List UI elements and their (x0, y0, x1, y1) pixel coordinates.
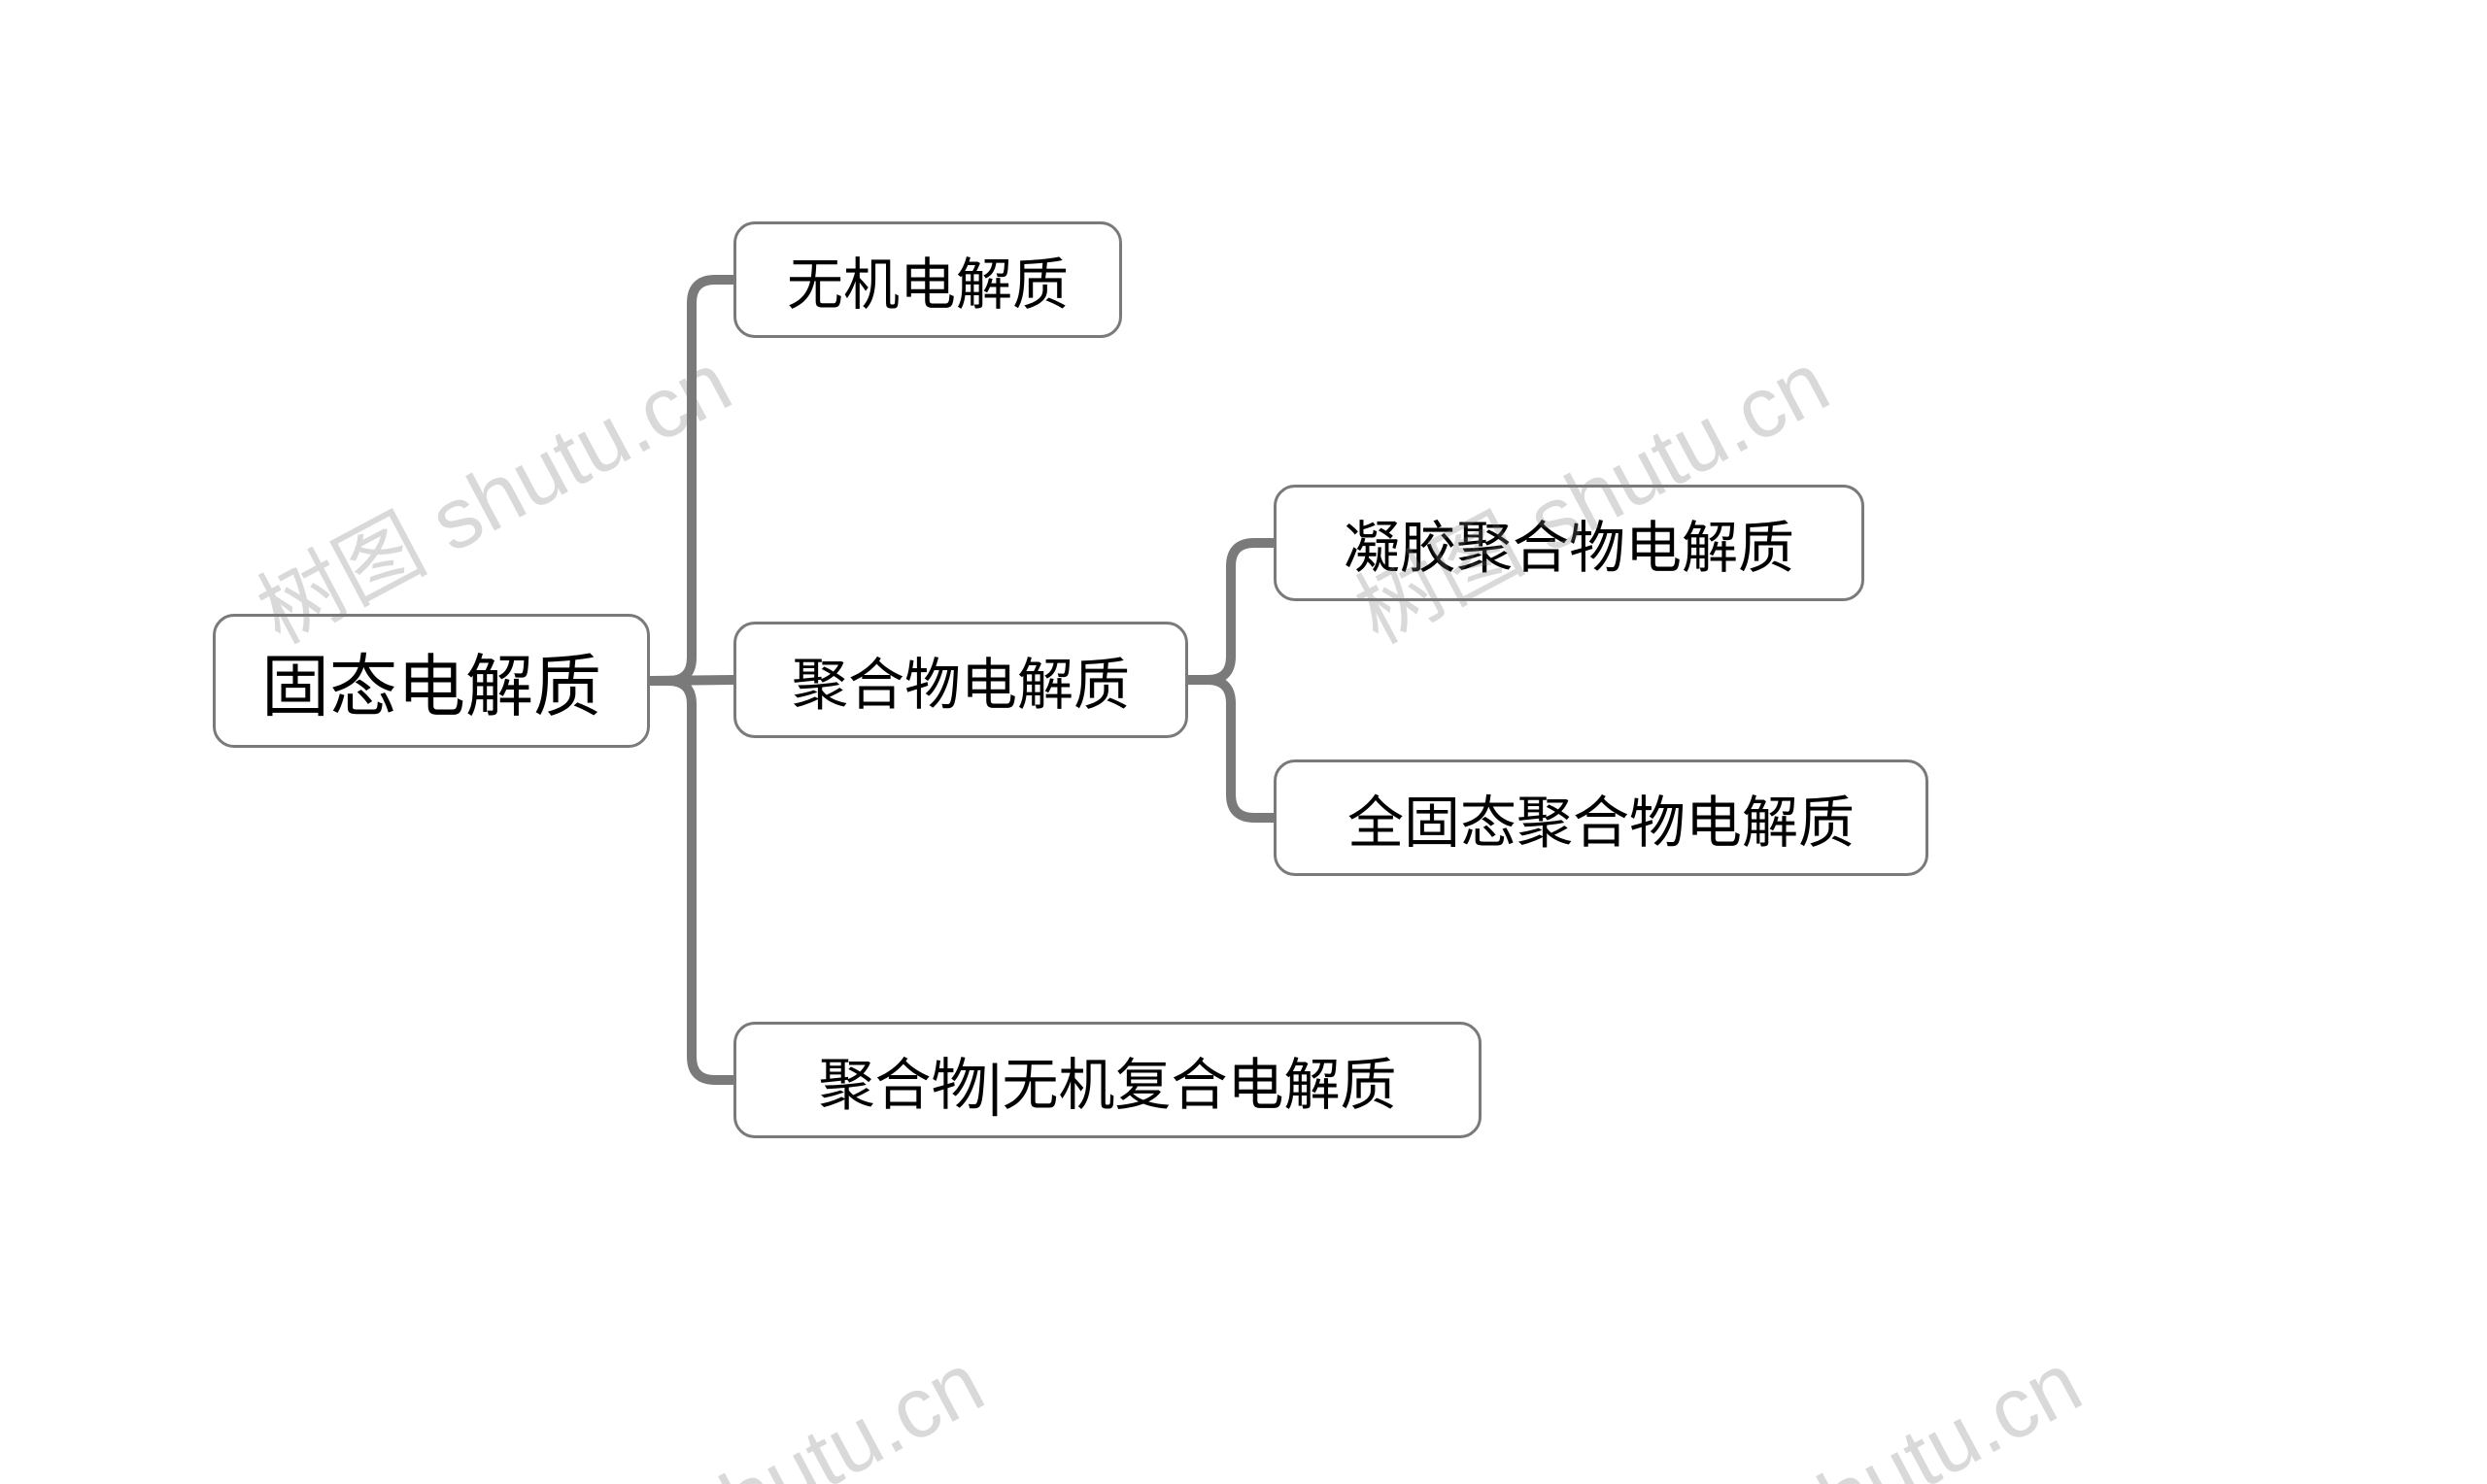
node-polymer: 聚合物电解质 (733, 622, 1188, 738)
diagram-canvas: 固态电解质 无机电解质 聚合物电解质 聚合物|无机复合电解质 凝胶聚合物电解质 … (0, 0, 2487, 1484)
node-label: 凝胶聚合物电解质 (1344, 502, 1794, 584)
node-composite: 聚合物|无机复合电解质 (733, 1022, 1482, 1138)
node-gel-polymer: 凝胶聚合物电解质 (1274, 485, 1864, 601)
watermark: 树图 shutu.cn (486, 1316, 1001, 1484)
node-inorganic: 无机电解质 (733, 221, 1122, 338)
watermark: 树图 shutu.cn (1584, 1316, 2098, 1484)
node-label: 全固态聚合物电解质 (1347, 777, 1855, 859)
watermark-text: 树图 shutu.cn (243, 333, 745, 661)
node-label: 聚合物|无机复合电解质 (818, 1039, 1396, 1121)
connector (1188, 680, 1274, 818)
node-label: 聚合物电解质 (792, 639, 1130, 721)
node-solid-polymer: 全固态聚合物电解质 (1274, 759, 1928, 876)
node-label: 无机电解质 (787, 239, 1069, 320)
node-root: 固态电解质 (213, 614, 650, 748)
watermark-text: 树图 shutu.cn (495, 1333, 998, 1484)
watermark-text: 树图 shutu.cn (1593, 1333, 2095, 1484)
connector (1188, 543, 1274, 680)
node-label: 固态电解质 (261, 632, 601, 730)
connector (650, 680, 733, 681)
connector (650, 280, 733, 681)
connector (650, 681, 733, 1080)
